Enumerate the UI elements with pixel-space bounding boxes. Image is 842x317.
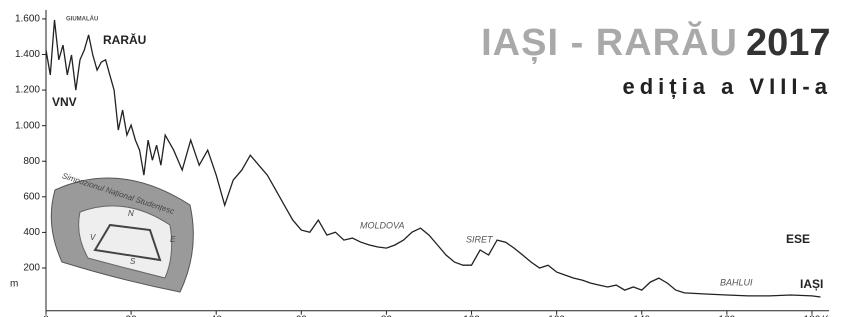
annotation: GIUMALĂU xyxy=(66,16,98,23)
compass-letter: V xyxy=(90,233,96,242)
chart-title-year: 2017 xyxy=(746,22,831,64)
chart-subtitle: ediția a VIII-a xyxy=(623,74,833,99)
y-tick-label: 800 xyxy=(23,156,40,167)
y-tick-label: 600 xyxy=(23,191,40,202)
y-tick-label: 1.600 xyxy=(15,14,40,25)
y-axis-label: m xyxy=(10,279,18,290)
compass-letter: S xyxy=(130,257,136,266)
y-tick-label: 1.000 xyxy=(15,120,40,131)
compass-letter: E xyxy=(170,235,176,244)
logo: Simpozionul Național Studențesc N E S V xyxy=(51,171,193,292)
chart-title: IAȘI - RARĂU xyxy=(481,20,738,64)
compass-letter: N xyxy=(128,209,134,218)
chart: Simpozionul Național Studențesc N E S V … xyxy=(0,0,842,317)
annotation: ESE xyxy=(786,232,810,246)
y-tick-label: 400 xyxy=(23,227,40,238)
annotation: BAHLUI xyxy=(720,277,753,287)
y-tick-label: 1.400 xyxy=(15,49,40,60)
y-tick-label: 1.200 xyxy=(15,85,40,96)
annotation: MOLDOVA xyxy=(360,220,405,230)
y-tick-label: 200 xyxy=(23,263,40,274)
annotation: RARĂU xyxy=(103,32,146,47)
annotation: IAȘI xyxy=(800,277,823,291)
annotation: SIRET xyxy=(466,234,494,244)
annotation: VNV xyxy=(52,95,77,109)
